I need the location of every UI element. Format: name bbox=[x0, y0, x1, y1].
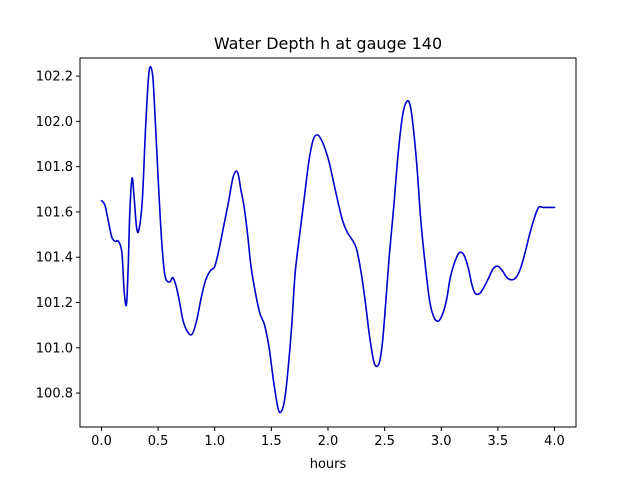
x-tick-label: 3.5 bbox=[488, 434, 509, 449]
series-line bbox=[100, 65, 556, 414]
x-tick-label: 0.5 bbox=[148, 434, 169, 449]
x-tick-label: 1.5 bbox=[261, 434, 282, 449]
x-tick-label: 3.0 bbox=[431, 434, 452, 449]
chart-title: Water Depth h at gauge 140 bbox=[214, 34, 442, 53]
x-tick-label: 4.0 bbox=[544, 434, 565, 449]
x-tick-label: 2.5 bbox=[374, 434, 395, 449]
y-tick-label: 100.8 bbox=[36, 387, 73, 402]
y-tick-label: 101.2 bbox=[36, 296, 73, 311]
y-tick-label: 101.0 bbox=[36, 341, 73, 356]
x-axis-label: hours bbox=[310, 457, 347, 472]
x-tick-label: 2.0 bbox=[318, 434, 339, 449]
y-tick-label: 102.2 bbox=[36, 70, 73, 85]
plot-area bbox=[79, 57, 577, 428]
y-tick-label: 101.6 bbox=[36, 205, 73, 220]
x-tick-label: 0.0 bbox=[91, 434, 112, 449]
y-axis: 100.8 101.0 101.2 101.4 101.6 101.8 102.0 102.2 bbox=[36, 70, 80, 402]
x-tick-label: 1.0 bbox=[204, 434, 225, 449]
y-tick-label: 101.4 bbox=[36, 251, 73, 266]
x-axis: 0.0 0.5 1.0 1.5 2.0 2.5 3.0 3.5 4.0 bbox=[91, 427, 565, 449]
axes-frame bbox=[79, 57, 577, 428]
y-tick-label: 101.8 bbox=[36, 160, 73, 175]
y-tick-label: 102.0 bbox=[36, 115, 73, 130]
